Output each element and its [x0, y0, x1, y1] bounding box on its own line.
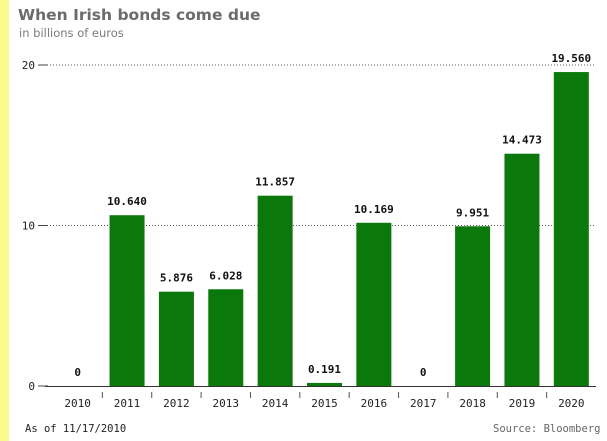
x-tick-label: 2014 — [262, 397, 289, 410]
y-tick-label: 10 — [22, 220, 35, 233]
x-tick-label: 2018 — [459, 397, 486, 410]
bar-value-label: 9.951 — [456, 206, 489, 219]
x-tick-label: 2015 — [311, 397, 338, 410]
bar-value-label: 0.191 — [308, 363, 341, 376]
bar — [307, 382, 342, 386]
x-tick-label: 2019 — [509, 397, 536, 410]
bar-value-label: 0 — [420, 366, 427, 379]
x-tick-label: 2013 — [213, 397, 240, 410]
x-tick-label: 2012 — [163, 397, 190, 410]
x-tick-label: 2016 — [361, 397, 388, 410]
bar-value-label: 5.876 — [160, 272, 193, 285]
bar — [158, 291, 194, 386]
as-of-date: As of 11/17/2010 — [25, 423, 127, 435]
y-tick-label: 0 — [28, 380, 35, 393]
source-note: Source: Bloomberg — [493, 423, 601, 435]
y-tick-label: 20 — [22, 59, 35, 72]
bar-value-label: 19.560 — [551, 52, 591, 65]
left-accent-strip — [0, 0, 9, 441]
bar-value-label: 6.028 — [209, 269, 242, 282]
bar — [208, 289, 244, 386]
bar — [504, 153, 540, 386]
x-tick-label: 2017 — [410, 397, 437, 410]
bar — [257, 195, 293, 386]
bar-value-label: 14.473 — [502, 134, 542, 147]
bar-value-label: 11.857 — [255, 176, 295, 189]
x-tick-label: 2020 — [558, 397, 585, 410]
x-tick-label: 2011 — [114, 397, 141, 410]
bar — [553, 72, 589, 386]
bar — [455, 226, 491, 386]
bar-value-label: 0 — [74, 366, 81, 379]
bar-value-label: 10.640 — [107, 195, 147, 208]
chart-title: When Irish bonds come due — [18, 6, 261, 24]
bar — [356, 222, 392, 386]
bar — [109, 215, 145, 386]
x-tick-label: 2010 — [64, 397, 91, 410]
bar-value-label: 10.169 — [354, 203, 394, 216]
chart-subtitle: in billions of euros — [19, 26, 124, 40]
